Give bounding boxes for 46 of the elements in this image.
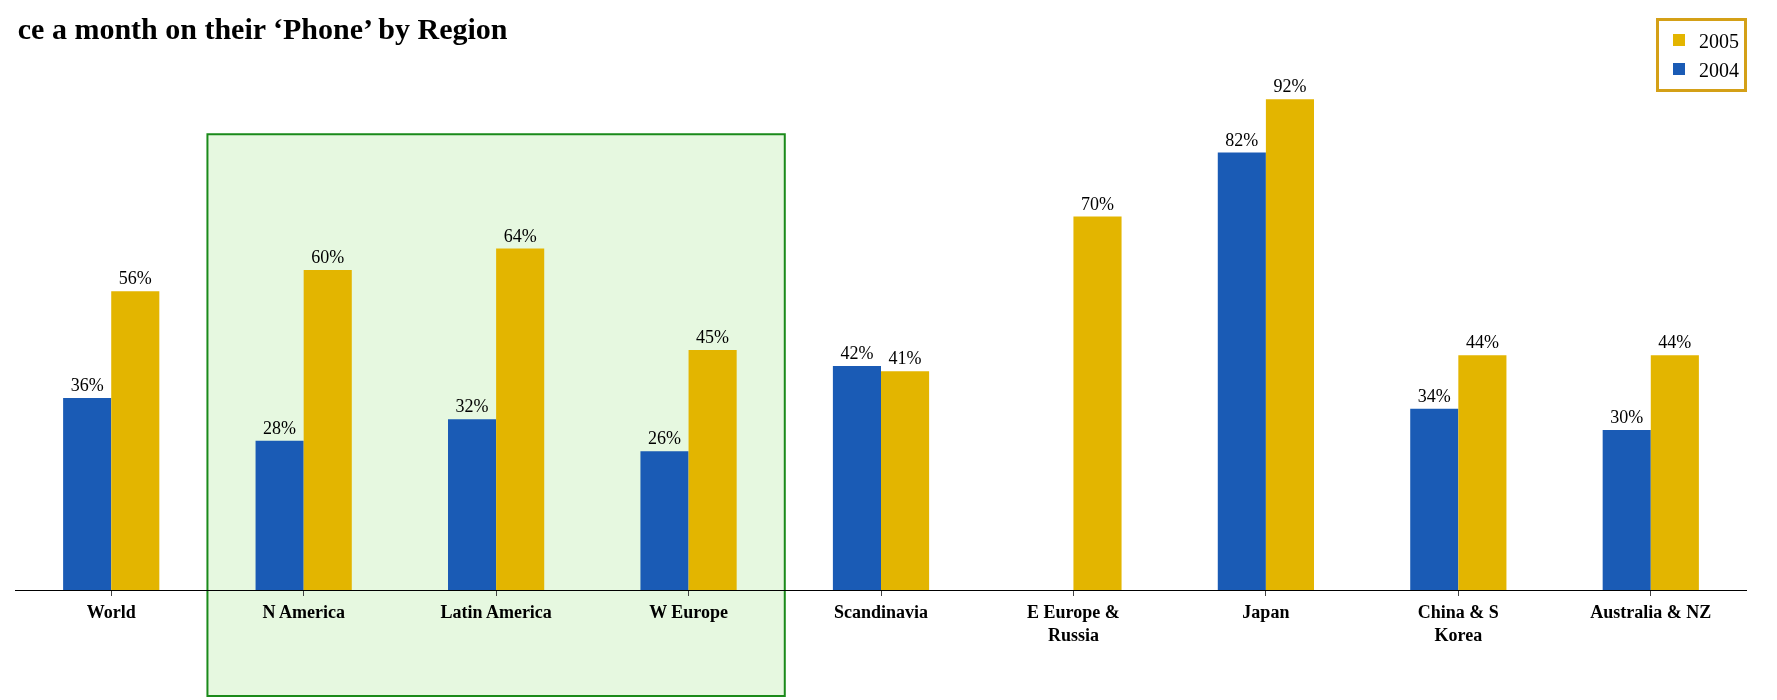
data-label: 42%: [840, 342, 874, 363]
x-tick-label: Scandinavia: [833, 601, 929, 622]
legend-label: 2004: [1699, 58, 1739, 81]
bar: [832, 365, 881, 590]
x-tick-label: China & S Korea: [1417, 601, 1499, 645]
bar: [1650, 355, 1699, 590]
data-label: 26%: [648, 428, 681, 449]
bar: [255, 440, 304, 590]
x-tick-label: World: [86, 601, 136, 622]
data-label: 30%: [1610, 406, 1644, 427]
data-label: 45%: [696, 326, 730, 347]
data-label: 41%: [888, 348, 922, 369]
x-tick-label: Latin America: [440, 601, 552, 622]
x-tick-label: W Europe: [649, 601, 728, 622]
legend-label: 2005: [1699, 29, 1739, 52]
data-label: 82%: [1225, 129, 1259, 150]
data-label: 44%: [1658, 332, 1692, 353]
data-label: 60%: [311, 246, 345, 267]
data-label: 28%: [263, 417, 297, 438]
bar: [881, 371, 930, 590]
data-label: 34%: [1417, 385, 1451, 406]
bar: [111, 291, 160, 590]
bar: [1217, 152, 1266, 590]
data-label: 64%: [503, 225, 537, 246]
bar: [63, 397, 112, 590]
chart-title: ce a month on their ‘Phone’ by Region: [17, 11, 508, 45]
x-tick-label: Australia & NZ: [1590, 601, 1712, 622]
x-tick-label: N America: [262, 601, 345, 622]
bar: [1265, 99, 1314, 590]
bar: [640, 451, 689, 590]
x-tick-label: Japan: [1242, 601, 1290, 622]
data-label: 70%: [1081, 193, 1114, 214]
bar: [496, 248, 545, 590]
x-tick-label: E Europe & Russia: [1027, 601, 1120, 645]
data-label: 92%: [1273, 76, 1307, 97]
data-label: 56%: [118, 268, 152, 289]
data-label: 32%: [455, 396, 489, 417]
bar: [1602, 429, 1651, 590]
bar: [1458, 355, 1507, 590]
bar: [448, 419, 497, 590]
bar: [1073, 216, 1122, 590]
bar: [303, 269, 352, 590]
bar: [1410, 408, 1459, 590]
data-label: 36%: [70, 374, 104, 395]
data-label: 44%: [1465, 332, 1499, 353]
bar: [688, 349, 737, 590]
